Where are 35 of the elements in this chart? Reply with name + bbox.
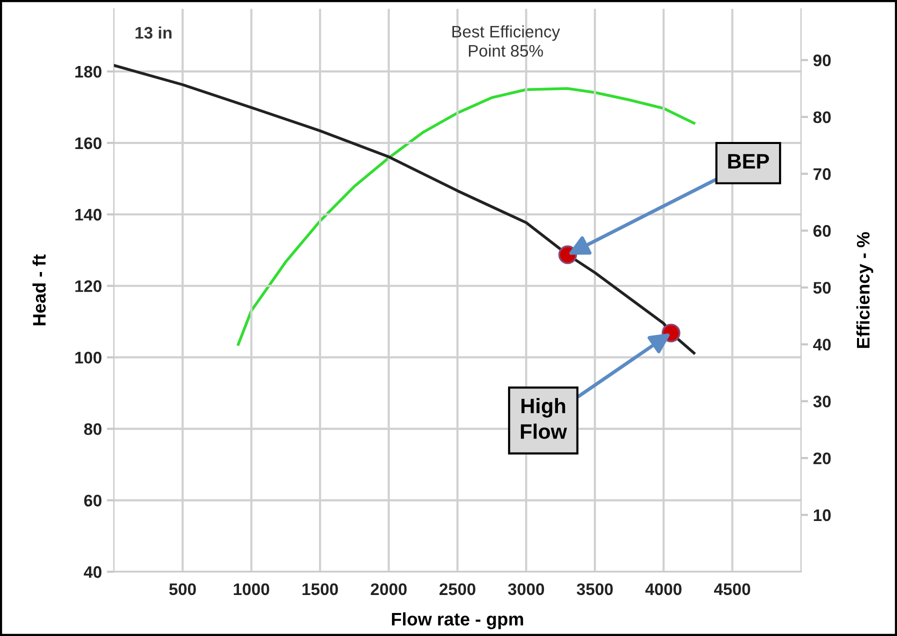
annotation: 13 in — [136, 26, 172, 39]
y2-tick-label: 50 — [813, 282, 831, 294]
x-tick-label: 1500 — [302, 583, 338, 596]
x-tick-label: 3000 — [508, 583, 544, 596]
y-tick-label: 160 — [75, 137, 102, 150]
x-axis-title: Flow rate - gpm — [392, 612, 524, 630]
x-tick-label: 1000 — [234, 583, 270, 596]
y2-tick-label: 30 — [813, 396, 831, 408]
y-tick-label: 80 — [84, 423, 102, 436]
x-tick-label: 2500 — [440, 583, 476, 596]
x-tick-label: 2000 — [370, 583, 407, 596]
y-tick-label: 100 — [75, 352, 102, 364]
y2-tick-label: 70 — [814, 168, 831, 180]
y-tick-label: 180 — [75, 66, 102, 78]
y2-tick-label: 10 — [814, 509, 831, 522]
y-tick-label: 140 — [75, 208, 102, 221]
y-tick-label: 60 — [84, 494, 102, 506]
y2-tick-label: 60 — [813, 225, 831, 237]
y2-tick-label: 40 — [813, 338, 831, 351]
annotation: Best Efficiency Point 85% — [452, 25, 560, 57]
y2-tick-label: 20 — [813, 452, 831, 464]
annotation: High Flow — [520, 398, 568, 439]
y2-tick-label: 80 — [813, 111, 831, 124]
y2-axis-title: Efficiency - % — [856, 232, 874, 348]
x-tick-label: 4000 — [645, 583, 682, 596]
y-tick-label: 40 — [84, 566, 102, 578]
x-tick-label: 3500 — [576, 583, 613, 596]
line-series — [114, 64, 696, 354]
x-tick-label: 4500 — [714, 583, 750, 596]
y-axis-title: Head - ft — [32, 254, 46, 326]
x-tick-label: 500 — [169, 583, 196, 596]
line-series — [236, 87, 696, 346]
y-tick-label: 120 — [75, 280, 102, 292]
annotation: BEP — [728, 154, 769, 168]
y2-tick-label: 90 — [813, 54, 831, 66]
